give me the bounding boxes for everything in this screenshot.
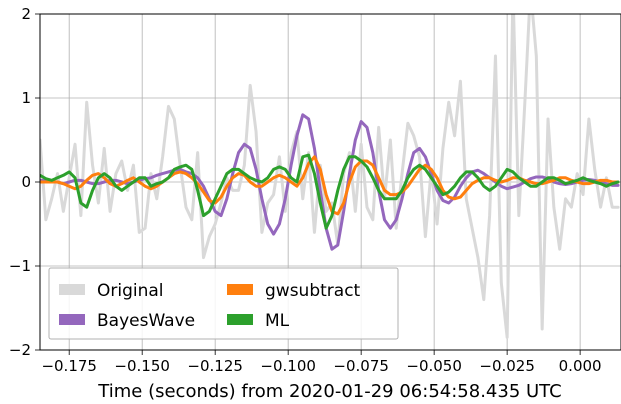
x-tick-label: −0.025 — [479, 357, 535, 375]
legend-swatch-bayeswave — [59, 314, 85, 325]
series-line-ml — [40, 153, 620, 230]
legend-label-bayeswave: BayesWave — [97, 311, 195, 331]
series-layer — [40, 14, 620, 339]
x-tick-label: −0.175 — [41, 357, 97, 375]
x-axis-label: Time (seconds) from 2020-01-29 06:54:58.… — [97, 381, 561, 402]
x-tick-label: −0.150 — [114, 357, 170, 375]
legend-swatch-original — [59, 284, 85, 295]
y-tick-label: 0 — [21, 173, 31, 191]
y-tick-label: −1 — [9, 257, 31, 275]
legend-label-ml: ML — [265, 311, 290, 331]
x-tick-label: 0.000 — [559, 357, 602, 375]
x-tick-label: −0.050 — [406, 357, 462, 375]
legend-label-gwsubtract: gwsubtract — [265, 281, 361, 301]
y-tick-label: −2 — [9, 341, 31, 359]
x-tick-label: −0.075 — [333, 357, 389, 375]
legend-label-original: Original — [97, 281, 164, 301]
y-axis: −2 −1 0 1 2 — [9, 5, 40, 359]
legend-box — [48, 267, 399, 340]
x-tick-label: −0.100 — [260, 357, 316, 375]
y-tick-label: 1 — [21, 89, 31, 107]
legend-swatch-ml — [227, 314, 253, 325]
legend: Original BayesWave gwsubtract ML — [48, 267, 399, 340]
legend-swatch-gwsubtract — [227, 284, 253, 295]
y-tick-label: 2 — [21, 5, 31, 23]
x-tick-label: −0.125 — [187, 357, 243, 375]
x-axis: −0.175 −0.150 −0.125 −0.100 −0.075 −0.050 −0.0… — [41, 350, 602, 375]
